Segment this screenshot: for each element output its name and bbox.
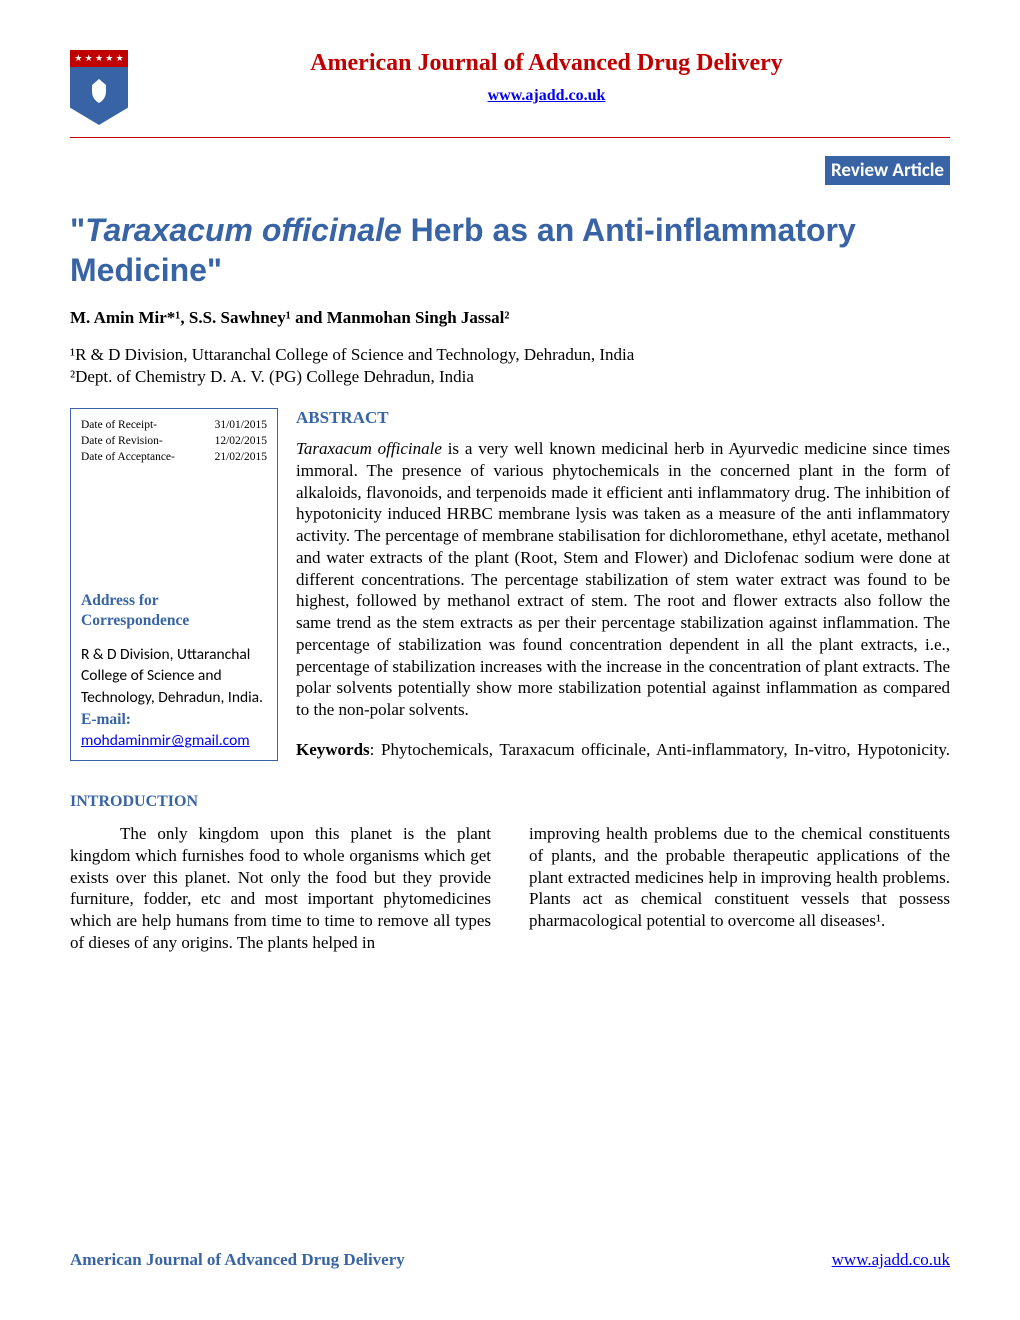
title-quote-open: " [70,212,85,248]
date-receipt-label: Date of Receipt- [81,417,157,433]
abstract-body: Taraxacum officinale is a very well know… [296,438,950,721]
intro-text-1: The only kingdom upon this planet is the… [70,823,491,954]
wolf-icon [84,77,114,115]
footer-journal-name: American Journal of Advanced Drug Delive… [70,1250,405,1270]
header-section: ★ ★ ★ ★ ★ American Journal of Advanced D… [70,50,950,125]
date-revision-label: Date of Revision- [81,433,163,449]
correspondence-block: Address for Correspondence R & D Divisio… [81,591,267,752]
intro-col-2: improving health problems due to the che… [529,823,950,954]
dates-block: Date of Receipt- 31/01/2015 Date of Revi… [81,417,267,465]
journal-logo: ★ ★ ★ ★ ★ [70,50,128,125]
abstract-italic-term: Taraxacum officinale [296,439,442,458]
journal-name: American Journal of Advanced Drug Delive… [143,50,950,77]
date-acceptance: Date of Acceptance- 21/02/2015 [81,449,267,465]
date-receipt-value: 31/01/2015 [215,417,267,433]
introduction-columns: The only kingdom upon this planet is the… [70,823,950,954]
header-text-block: American Journal of Advanced Drug Delive… [143,50,950,105]
review-article-badge: Review Article [825,156,950,185]
keywords-mid: , Anti-inflammatory, [646,740,794,759]
abstract-row: Date of Receipt- 31/01/2015 Date of Revi… [70,408,950,761]
footer-url-link[interactable]: www.ajadd.co.uk [832,1250,950,1270]
abstract-column: ABSTRACT Taraxacum officinale is a very … [296,408,950,761]
keywords-label: Keywords [296,740,370,759]
journal-url-link[interactable]: www.ajadd.co.uk [488,87,606,104]
correspondence-header: Address for Correspondence [81,591,267,631]
intro-col-1: The only kingdom upon this planet is the… [70,823,491,954]
affiliations: ¹R & D Division, Uttaranchal College of … [70,344,950,388]
affiliation-1: ¹R & D Division, Uttaranchal College of … [70,344,950,366]
logo-shield [70,67,128,125]
correspondence-address: R & D Division, Uttaranchal College of S… [81,645,263,707]
keywords-post: , Hypotonicity. [846,740,950,759]
sidebar: Date of Receipt- 31/01/2015 Date of Revi… [70,408,278,761]
header-divider [70,137,950,138]
authors-line: M. Amin Mir*¹, S.S. Sawhney¹ and Manmoha… [70,308,950,328]
date-revision-value: 12/02/2015 [215,433,267,449]
abstract-header: ABSTRACT [296,408,950,428]
date-acceptance-value: 21/02/2015 [215,449,267,465]
date-revision: Date of Revision- 12/02/2015 [81,433,267,449]
email-label: E-mail: [81,711,131,728]
article-title: "Taraxacum officinale Herb as an Anti-in… [70,185,950,290]
intro-text-2: improving health problems due to the che… [529,823,950,932]
date-receipt: Date of Receipt- 31/01/2015 [81,417,267,433]
date-acceptance-label: Date of Acceptance- [81,449,175,465]
keywords-italic-2: In-vitro [794,740,846,759]
title-italic: Taraxacum officinale [85,212,402,248]
footer: American Journal of Advanced Drug Delive… [70,1250,950,1270]
affiliation-2: ²Dept. of Chemistry D. A. V. (PG) Colleg… [70,366,950,388]
correspondence-body: R & D Division, Uttaranchal College of S… [81,644,267,752]
email-link[interactable]: mohdaminmir@gmail.com [81,731,250,750]
introduction-header: INTRODUCTION [70,793,950,811]
keywords-line: Keywords: Phytochemicals, Taraxacum offi… [296,739,950,761]
logo-stars: ★ ★ ★ ★ ★ [70,50,128,67]
keywords-italic-1: Taraxacum officinale [499,740,646,759]
abstract-text: is a very well known medicinal herb in A… [296,439,950,719]
keywords-pre: : Phytochemicals, [370,740,500,759]
